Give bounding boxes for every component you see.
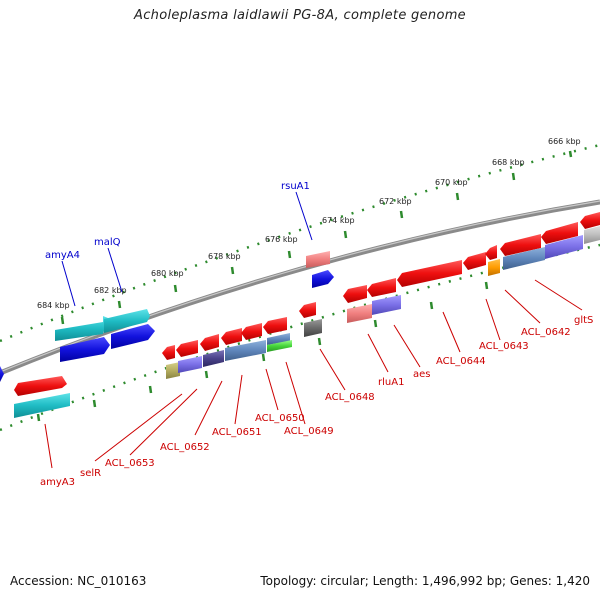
gene-label-selR: selR xyxy=(80,468,101,479)
gene-arrow[interactable] xyxy=(162,345,175,360)
gene-arrow[interactable] xyxy=(221,328,242,345)
gene-arrow[interactable] xyxy=(0,366,4,382)
gene-label-ACL_0652: ACL_0652 xyxy=(160,442,210,453)
scale-label: 674 kbp xyxy=(322,216,355,225)
gene-arrow[interactable] xyxy=(263,317,287,334)
gene-arrow[interactable] xyxy=(176,340,198,357)
gene-arrow[interactable] xyxy=(225,340,266,361)
gene-arrow[interactable] xyxy=(463,252,486,270)
gene-label-malQ: malQ xyxy=(94,237,121,248)
accession-text: Accession: NC_010163 xyxy=(10,574,147,588)
scale-label: 668 kbp xyxy=(492,158,525,167)
scale-label: 682 kbp xyxy=(94,286,127,295)
gene-arrow[interactable] xyxy=(485,245,497,260)
gene-arrow[interactable] xyxy=(503,247,545,270)
genome-summary-text: Topology: circular; Length: 1,496,992 bp… xyxy=(260,574,590,588)
genome-backbone-highlight xyxy=(0,200,600,373)
forward-leader-lines xyxy=(61,191,313,307)
reverse-strand-genes xyxy=(14,212,600,418)
gene-arrow[interactable] xyxy=(166,362,180,379)
gene-arrow[interactable] xyxy=(580,212,600,229)
gene-arrow[interactable] xyxy=(267,340,292,352)
gene-arrow[interactable] xyxy=(312,270,334,288)
gene-arrow[interactable] xyxy=(367,278,396,297)
gene-label-ACL_0642: ACL_0642 xyxy=(521,327,571,338)
gene-arrow[interactable] xyxy=(584,226,600,244)
gene-label-gltS: gltS xyxy=(574,315,593,326)
gene-label-amyA4: amyA4 xyxy=(45,250,80,261)
gene-arrow[interactable] xyxy=(347,304,372,323)
gene-arrow[interactable] xyxy=(500,234,541,256)
major-ticks xyxy=(36,150,573,422)
gene-label-ACL_0653: ACL_0653 xyxy=(105,458,155,469)
scale-label: 678 kbp xyxy=(208,252,241,261)
forward-gene-labels: amyA4 malQ rsuA1 xyxy=(45,181,310,261)
scale-label: 676 kbp xyxy=(265,235,298,244)
gene-label-rsuA1: rsuA1 xyxy=(281,181,310,192)
scale-label: 666 kbp xyxy=(548,137,581,146)
scale-label: 680 kbp xyxy=(151,269,184,278)
reverse-leader-lines xyxy=(44,279,583,469)
reverse-gene-labels: amyA3 selR ACL_0653 ACL_0652 ACL_0651 AC… xyxy=(40,315,593,488)
genome-backbone xyxy=(0,199,600,376)
gene-arrow[interactable] xyxy=(241,323,262,340)
gene-arrow[interactable] xyxy=(372,295,401,315)
gene-label-amyA3: amyA3 xyxy=(40,477,75,488)
gene-arrow[interactable] xyxy=(488,259,500,276)
gene-arrow[interactable] xyxy=(203,350,224,367)
gene-arrow[interactable] xyxy=(111,324,155,349)
gene-arrow[interactable] xyxy=(299,302,316,318)
gene-arrow[interactable] xyxy=(343,285,367,303)
gene-arrow[interactable] xyxy=(306,251,330,268)
map-title: Acholeplasma laidlawii PG-8A, complete g… xyxy=(134,8,466,23)
gene-arrow[interactable] xyxy=(200,334,219,351)
gene-arrow[interactable] xyxy=(60,337,110,362)
gene-arrow[interactable] xyxy=(14,393,70,418)
gene-label-ACL_0650: ACL_0650 xyxy=(255,413,305,424)
gene-arrow[interactable] xyxy=(104,309,150,333)
gene-label-ACL_0649: ACL_0649 xyxy=(284,426,334,437)
scale-label: 670 kbp xyxy=(435,178,468,187)
gene-arrow[interactable] xyxy=(545,235,583,259)
scale-labels: 666 kbp 668 kbp 670 kbp 672 kbp 674 kbp … xyxy=(37,137,581,310)
gene-arrow[interactable] xyxy=(14,376,67,396)
scale-label: 672 kbp xyxy=(379,197,412,206)
gene-label-ACL_0651: ACL_0651 xyxy=(212,427,262,438)
scale-label: 684 kbp xyxy=(37,301,70,310)
forward-strand-genes xyxy=(0,251,334,382)
gene-arrow[interactable] xyxy=(304,319,322,337)
outer-tick-track xyxy=(0,143,600,343)
gene-label-ACL_0643: ACL_0643 xyxy=(479,341,529,352)
gene-label-ACL_0648: ACL_0648 xyxy=(325,392,375,403)
gene-arrow[interactable] xyxy=(178,356,202,373)
gene-arrow[interactable] xyxy=(541,222,578,244)
gene-label-rluA1: rluA1 xyxy=(378,377,404,388)
gene-label-ACL_0644: ACL_0644 xyxy=(436,356,486,367)
gene-arrow[interactable] xyxy=(397,260,462,287)
gene-arrow[interactable] xyxy=(55,316,108,341)
gene-label-aes: aes xyxy=(413,369,431,380)
